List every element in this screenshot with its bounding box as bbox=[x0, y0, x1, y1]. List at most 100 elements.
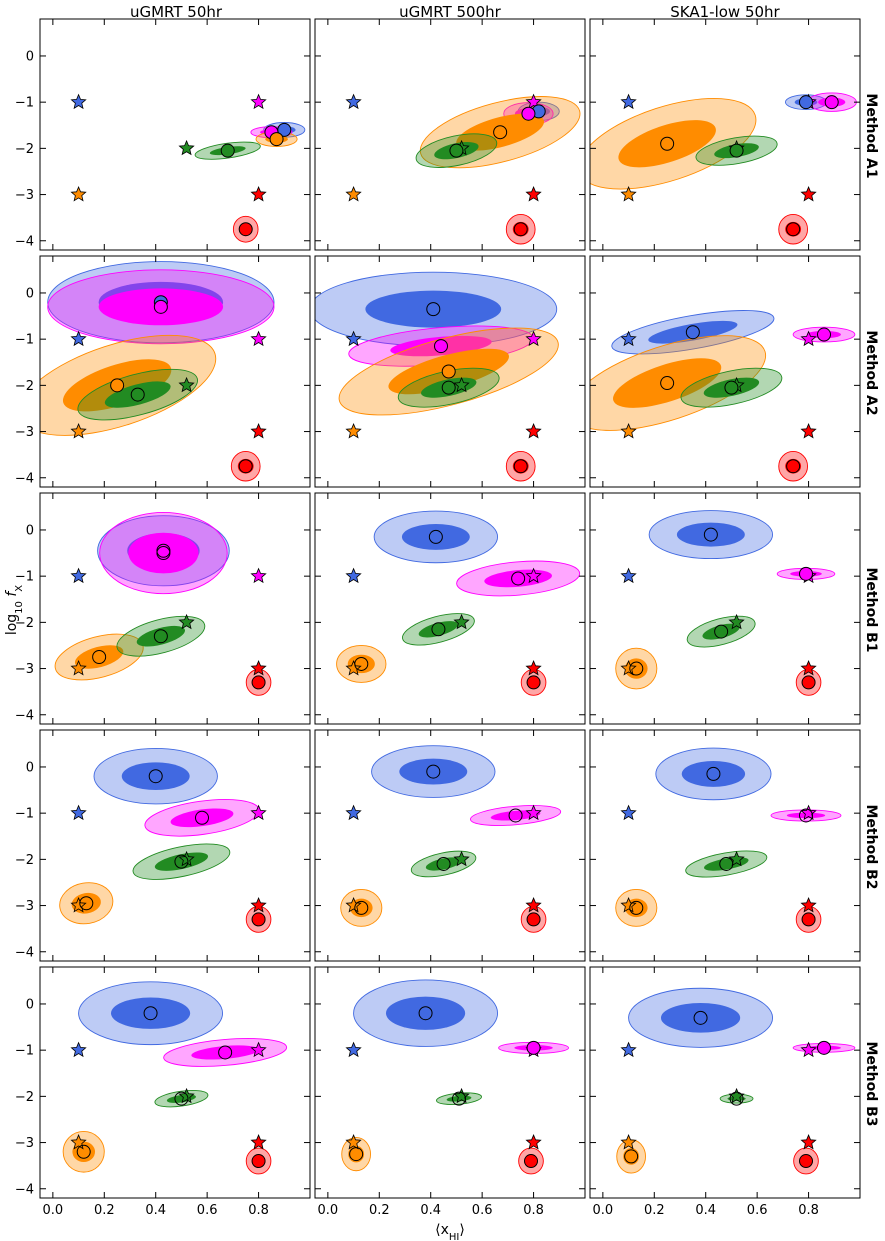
orange-recovered-point bbox=[493, 125, 508, 140]
panel-background bbox=[590, 256, 860, 487]
green-recovered-point bbox=[719, 856, 734, 871]
y-tick-label: 0 bbox=[26, 997, 34, 1012]
panel-r1-c2 bbox=[314, 18, 586, 251]
blue-recovered-point bbox=[428, 529, 443, 544]
magenta-recovered-point bbox=[153, 299, 168, 314]
orange-truth-star bbox=[70, 423, 87, 439]
y-tick-label: −2 bbox=[15, 853, 34, 868]
red-truth-star bbox=[250, 897, 267, 913]
x-tick-label: 0.2 bbox=[644, 1203, 665, 1218]
green-contour-68 bbox=[418, 621, 459, 638]
orange-truth-star bbox=[345, 897, 362, 913]
red-recovered-point bbox=[526, 912, 541, 927]
orange-truth-star bbox=[620, 186, 637, 202]
red-recovered-point bbox=[524, 1154, 538, 1169]
blue-contour-68 bbox=[385, 996, 466, 1030]
green-recovered-point bbox=[729, 1091, 744, 1106]
y-tick-label: −4 bbox=[15, 234, 34, 249]
panel-frame bbox=[314, 18, 586, 251]
blue-contour-68 bbox=[660, 1003, 741, 1033]
orange-recovered-point bbox=[349, 1147, 364, 1162]
magenta-truth-star bbox=[250, 93, 267, 110]
panel-contours bbox=[615, 510, 836, 696]
red-contour-68 bbox=[251, 1154, 266, 1168]
y-tick-label: −2 bbox=[15, 142, 34, 157]
green-contour-68 bbox=[702, 623, 740, 640]
x-tick-label: 0.6 bbox=[747, 1203, 768, 1218]
blue-recovered-point bbox=[143, 1006, 158, 1021]
red-contour-68 bbox=[801, 675, 816, 689]
orange-truth-star bbox=[620, 897, 637, 913]
x-tick-label: 0.4 bbox=[695, 1203, 716, 1218]
panel-r2-c1: 0 −1 −2 −3 −4 bbox=[15, 255, 311, 488]
panel-contours bbox=[315, 271, 559, 482]
panel-r4-c3 bbox=[589, 729, 861, 962]
panel-frame bbox=[314, 966, 586, 1199]
panel-r1-c1: 0 −1 −2 −3 −4 bbox=[15, 18, 311, 251]
magenta-recovered-point bbox=[526, 1040, 541, 1055]
blue-truth-star bbox=[345, 330, 362, 347]
blue-contour-68 bbox=[401, 523, 470, 550]
panel-frame bbox=[314, 729, 586, 962]
y-axis-label: log10 fX bbox=[4, 585, 25, 635]
panel-contours bbox=[340, 745, 562, 933]
y-tick-label: −1 bbox=[15, 570, 34, 585]
red-contour-68 bbox=[251, 675, 266, 689]
blue-truth-star bbox=[620, 567, 637, 584]
green-recovered-point bbox=[220, 143, 235, 158]
magenta-recovered-point bbox=[511, 571, 526, 586]
panel-frame bbox=[39, 492, 311, 725]
y-tick-label: 0 bbox=[26, 286, 34, 301]
orange-truth-star bbox=[345, 1134, 362, 1150]
panel-frame bbox=[39, 966, 311, 1199]
orange-recovered-point bbox=[269, 132, 284, 147]
red-recovered-point bbox=[238, 459, 253, 474]
panel-contours bbox=[616, 987, 856, 1175]
magenta-truth-star bbox=[250, 330, 267, 347]
magenta-contour-68 bbox=[490, 810, 541, 821]
panel-r3-c2 bbox=[314, 492, 586, 725]
red-contour-68 bbox=[801, 912, 816, 926]
magenta-truth-star bbox=[250, 1041, 267, 1058]
blue-recovered-point bbox=[418, 1006, 433, 1021]
panel-frame bbox=[589, 255, 861, 488]
panel-grid: 0−1−2−3−40−1−2−3−40−1−2−3−40−1−2−3−40.0 0… bbox=[15, 18, 861, 1218]
x-tick-label: 0.8 bbox=[248, 1203, 269, 1218]
panel-frame bbox=[314, 255, 586, 488]
x-tick-label: 0.6 bbox=[472, 1203, 493, 1218]
orange-contour-68 bbox=[72, 1141, 96, 1162]
panel-contours bbox=[345, 93, 581, 245]
red-recovered-point bbox=[251, 675, 266, 690]
red-recovered-point bbox=[786, 459, 801, 474]
panel-contours bbox=[40, 261, 275, 482]
red-truth-star bbox=[525, 897, 542, 913]
panel-frame bbox=[589, 729, 861, 962]
panel-frame bbox=[589, 966, 861, 1199]
green-truth-star bbox=[178, 376, 195, 393]
red-recovered-point bbox=[238, 222, 253, 237]
blue-contour-68 bbox=[121, 762, 190, 791]
green-recovered-point bbox=[130, 387, 145, 402]
magenta-recovered-point bbox=[799, 566, 813, 581]
magenta-recovered-point bbox=[817, 1040, 831, 1055]
orange-truth-star bbox=[345, 186, 362, 202]
y-tick-label: −1 bbox=[15, 333, 34, 348]
panel-contours bbox=[54, 511, 272, 696]
magenta-contour-68 bbox=[191, 1045, 259, 1060]
x-tick-label: 0.2 bbox=[94, 1203, 115, 1218]
red-truth-star bbox=[800, 897, 817, 913]
blue-recovered-point bbox=[706, 766, 721, 781]
panel-r4-c1: 0 −1 −2 −3 −4 bbox=[15, 729, 311, 962]
magenta-recovered-point bbox=[218, 1045, 233, 1060]
panel-frame bbox=[589, 492, 861, 725]
blue-truth-star bbox=[70, 1041, 87, 1058]
blue-contour-68 bbox=[676, 522, 745, 547]
panel-r2-c3 bbox=[589, 255, 861, 488]
magenta-recovered-point bbox=[799, 808, 813, 823]
row-label-3: Method B1 bbox=[863, 567, 879, 652]
green-contour-68 bbox=[136, 625, 186, 647]
panel-contours bbox=[62, 981, 288, 1175]
column-title-3: SKA1-low 50hr bbox=[670, 3, 780, 21]
column-title-1: uGMRT 50hr bbox=[130, 3, 223, 21]
